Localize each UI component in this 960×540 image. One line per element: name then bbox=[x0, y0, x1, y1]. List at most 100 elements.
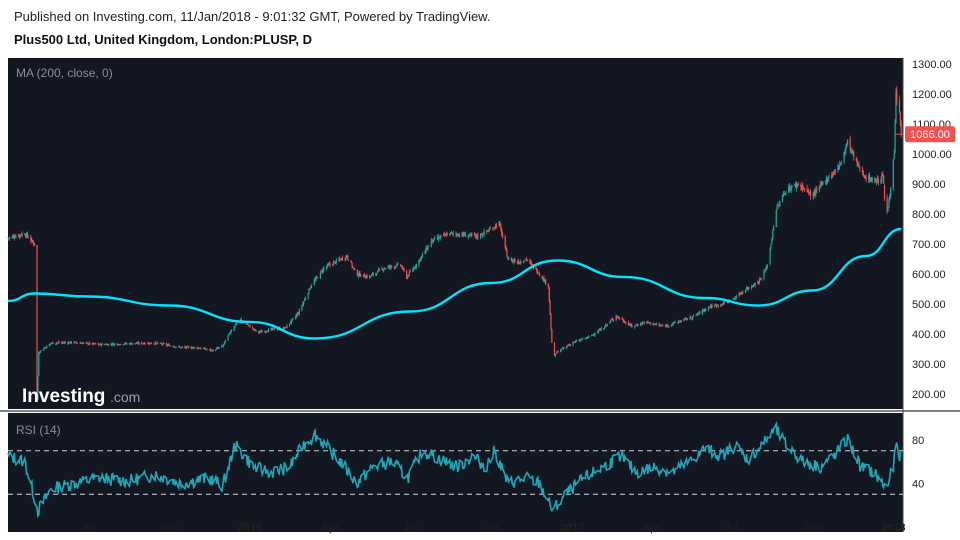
rsi-tick-label: 80 bbox=[912, 435, 924, 447]
price-tick-label: 600.00 bbox=[912, 269, 946, 281]
candle-body bbox=[192, 347, 194, 349]
candle-body bbox=[58, 341, 60, 343]
candle-body bbox=[609, 321, 611, 324]
candle-body bbox=[32, 240, 34, 242]
candle-body bbox=[720, 304, 722, 306]
candle-body bbox=[138, 342, 140, 344]
candle-body bbox=[771, 238, 773, 244]
candle-body bbox=[622, 319, 624, 322]
candle-body bbox=[340, 258, 343, 260]
candle-body bbox=[106, 344, 109, 346]
price-tick-label: 1000.00 bbox=[912, 149, 952, 161]
candle-body bbox=[824, 181, 827, 183]
candle-body bbox=[230, 330, 233, 332]
candle-body bbox=[400, 266, 402, 267]
candle-body bbox=[211, 350, 213, 352]
candle-body bbox=[654, 324, 656, 325]
candle-body bbox=[284, 327, 286, 328]
candle-body bbox=[80, 343, 82, 344]
candle-body bbox=[647, 321, 649, 323]
candle-body bbox=[517, 261, 520, 264]
candle-body bbox=[795, 183, 797, 187]
candle-body bbox=[530, 261, 532, 263]
candle-body bbox=[432, 239, 434, 242]
candle-body bbox=[86, 342, 88, 344]
price-tick-label: 700.00 bbox=[912, 239, 946, 251]
candle-body bbox=[61, 342, 64, 343]
candle-body bbox=[604, 324, 607, 327]
candle-body bbox=[313, 280, 315, 286]
candle-body bbox=[107, 344, 109, 346]
candle-body bbox=[100, 343, 102, 346]
candle-body bbox=[444, 234, 446, 236]
candle-body bbox=[271, 327, 273, 330]
candle-body bbox=[193, 347, 195, 348]
candle-body bbox=[461, 233, 463, 237]
candle-body bbox=[333, 262, 335, 266]
candle-body bbox=[351, 262, 353, 267]
candle-body bbox=[333, 261, 336, 263]
candle-body bbox=[683, 319, 685, 322]
candle-body bbox=[413, 267, 415, 271]
candle-body bbox=[266, 331, 268, 333]
price-tick-label: 300.00 bbox=[912, 359, 946, 371]
candle-body bbox=[877, 179, 879, 183]
candle-body bbox=[141, 342, 143, 344]
candle-body bbox=[436, 237, 439, 239]
candle-body bbox=[32, 242, 35, 245]
candle-body bbox=[215, 349, 217, 351]
candle-body bbox=[173, 346, 175, 348]
candle-body bbox=[890, 187, 892, 197]
candle-body bbox=[117, 344, 119, 345]
candle-body bbox=[286, 325, 288, 329]
candle-body bbox=[56, 342, 58, 344]
candle-body bbox=[44, 347, 46, 349]
candle-body bbox=[393, 266, 395, 268]
candle-body bbox=[549, 301, 551, 315]
price-pane bbox=[8, 58, 903, 409]
candle-body bbox=[495, 225, 498, 227]
candle-body bbox=[711, 304, 713, 308]
candle-body bbox=[395, 267, 397, 268]
candle-body bbox=[101, 343, 103, 346]
candle-body bbox=[204, 348, 206, 350]
candle-body bbox=[156, 342, 158, 344]
watermark-brand: Investing bbox=[22, 386, 105, 407]
candle-body bbox=[397, 263, 399, 265]
candle-body bbox=[289, 323, 291, 326]
candle-body bbox=[513, 260, 515, 262]
candle-body bbox=[206, 349, 208, 351]
candle-body bbox=[304, 298, 307, 300]
candle-body bbox=[264, 331, 266, 333]
candle-body bbox=[175, 346, 177, 348]
candle-body bbox=[470, 234, 472, 236]
candle-body bbox=[297, 313, 300, 315]
candle-body bbox=[43, 348, 45, 350]
candle-body bbox=[377, 270, 379, 274]
candle-body bbox=[354, 269, 356, 270]
candle-body bbox=[144, 343, 146, 345]
candle-body bbox=[893, 153, 895, 159]
candle-body bbox=[341, 257, 344, 260]
candle-body bbox=[684, 318, 686, 320]
candle-body bbox=[820, 183, 822, 185]
candle-body bbox=[748, 287, 750, 288]
candle-body bbox=[98, 344, 101, 345]
candle-body bbox=[660, 325, 662, 327]
x-tick-label: Jul bbox=[81, 522, 95, 534]
candle-body bbox=[790, 187, 792, 191]
candle-body bbox=[753, 285, 755, 287]
candle-body bbox=[494, 227, 496, 229]
candle-body bbox=[67, 342, 69, 344]
candle-body bbox=[437, 236, 439, 240]
candle-body bbox=[209, 348, 212, 351]
candle-body bbox=[886, 198, 888, 212]
candle-body bbox=[840, 161, 842, 163]
candle-body bbox=[735, 298, 737, 300]
price-tick-label: 200.00 bbox=[912, 389, 946, 401]
candle-body bbox=[567, 345, 570, 346]
candle-body bbox=[54, 343, 57, 345]
candle-body bbox=[898, 100, 901, 113]
candle-body bbox=[482, 234, 484, 236]
candle-body bbox=[449, 233, 451, 235]
